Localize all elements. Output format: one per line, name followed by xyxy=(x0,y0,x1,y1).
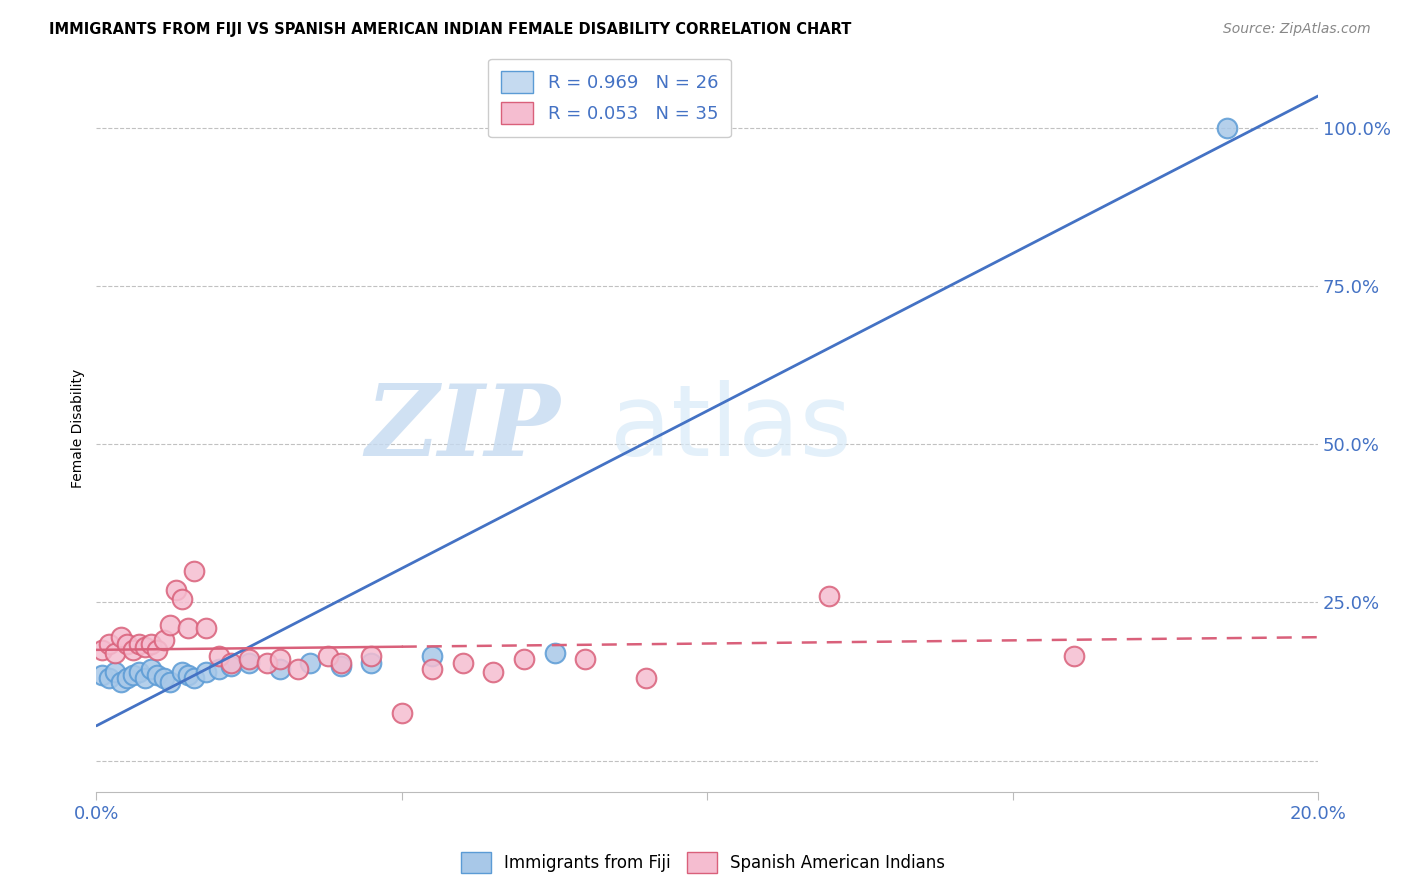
Point xyxy=(420,649,443,664)
Legend: Immigrants from Fiji, Spanish American Indians: Immigrants from Fiji, Spanish American I… xyxy=(454,846,952,880)
Point xyxy=(177,621,200,635)
Point xyxy=(238,656,260,670)
Point xyxy=(256,656,278,670)
Point xyxy=(183,671,205,685)
Legend: R = 0.969   N = 26, R = 0.053   N = 35: R = 0.969 N = 26, R = 0.053 N = 35 xyxy=(488,59,731,137)
Point xyxy=(152,671,174,685)
Point xyxy=(329,656,352,670)
Point xyxy=(146,668,169,682)
Point xyxy=(104,646,127,660)
Point xyxy=(219,656,242,670)
Point xyxy=(451,656,474,670)
Point xyxy=(115,671,138,685)
Point xyxy=(219,658,242,673)
Point xyxy=(115,636,138,650)
Point xyxy=(543,646,565,660)
Point xyxy=(183,564,205,578)
Point xyxy=(159,617,181,632)
Point xyxy=(177,668,200,682)
Point xyxy=(110,630,132,644)
Y-axis label: Female Disability: Female Disability xyxy=(72,368,86,488)
Point xyxy=(1215,120,1237,135)
Point xyxy=(110,674,132,689)
Point xyxy=(360,656,382,670)
Point xyxy=(636,671,658,685)
Point xyxy=(287,662,309,676)
Point xyxy=(141,636,163,650)
Text: Source: ZipAtlas.com: Source: ZipAtlas.com xyxy=(1223,22,1371,37)
Point xyxy=(97,671,120,685)
Point xyxy=(329,658,352,673)
Point xyxy=(134,671,156,685)
Point xyxy=(360,649,382,664)
Point xyxy=(513,652,536,666)
Point xyxy=(238,652,260,666)
Point xyxy=(318,649,340,664)
Text: atlas: atlas xyxy=(610,380,851,477)
Point xyxy=(170,592,193,607)
Point xyxy=(152,633,174,648)
Point xyxy=(128,636,150,650)
Point xyxy=(818,589,841,603)
Point xyxy=(159,674,181,689)
Text: ZIP: ZIP xyxy=(366,380,561,476)
Point xyxy=(122,643,145,657)
Point xyxy=(269,662,291,676)
Point xyxy=(91,643,114,657)
Point xyxy=(482,665,505,679)
Point xyxy=(122,668,145,682)
Point xyxy=(97,636,120,650)
Point xyxy=(207,649,229,664)
Point xyxy=(104,665,127,679)
Point xyxy=(195,665,218,679)
Point xyxy=(195,621,218,635)
Point xyxy=(299,656,322,670)
Point xyxy=(269,652,291,666)
Point xyxy=(141,662,163,676)
Point xyxy=(391,706,413,721)
Point xyxy=(91,668,114,682)
Point xyxy=(420,662,443,676)
Point xyxy=(1063,649,1085,664)
Point xyxy=(165,582,187,597)
Point xyxy=(146,643,169,657)
Point xyxy=(134,640,156,654)
Point xyxy=(207,662,229,676)
Point xyxy=(170,665,193,679)
Text: IMMIGRANTS FROM FIJI VS SPANISH AMERICAN INDIAN FEMALE DISABILITY CORRELATION CH: IMMIGRANTS FROM FIJI VS SPANISH AMERICAN… xyxy=(49,22,852,37)
Point xyxy=(128,665,150,679)
Point xyxy=(574,652,596,666)
